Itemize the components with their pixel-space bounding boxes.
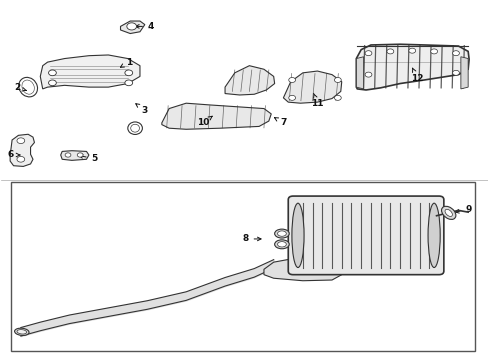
Text: 5: 5	[79, 154, 98, 163]
Circle shape	[77, 153, 83, 157]
Circle shape	[365, 72, 371, 77]
Circle shape	[386, 49, 393, 54]
Circle shape	[65, 153, 71, 157]
Text: 9: 9	[454, 205, 471, 214]
Text: 10: 10	[197, 116, 212, 127]
Circle shape	[48, 80, 56, 86]
Polygon shape	[61, 151, 89, 160]
Circle shape	[48, 70, 56, 76]
Circle shape	[430, 49, 437, 54]
Circle shape	[124, 70, 132, 76]
Circle shape	[452, 70, 458, 75]
Polygon shape	[283, 71, 341, 103]
Text: 7: 7	[274, 118, 286, 127]
Circle shape	[365, 51, 371, 56]
Ellipse shape	[19, 77, 38, 97]
Ellipse shape	[441, 206, 455, 220]
Polygon shape	[162, 103, 271, 129]
Polygon shape	[10, 134, 34, 166]
Ellipse shape	[127, 122, 142, 134]
FancyBboxPatch shape	[11, 182, 474, 351]
Circle shape	[452, 51, 458, 56]
Polygon shape	[460, 57, 467, 89]
Ellipse shape	[277, 242, 286, 247]
Ellipse shape	[274, 240, 288, 249]
Circle shape	[408, 48, 415, 53]
Text: 2: 2	[14, 83, 26, 92]
Polygon shape	[356, 44, 468, 90]
FancyBboxPatch shape	[287, 196, 443, 275]
Polygon shape	[356, 57, 363, 89]
Ellipse shape	[130, 124, 139, 132]
Text: 4: 4	[135, 22, 154, 31]
Text: 11: 11	[310, 93, 323, 108]
Ellipse shape	[277, 231, 286, 236]
Text: 12: 12	[410, 68, 423, 83]
Polygon shape	[224, 66, 274, 95]
Ellipse shape	[15, 328, 29, 336]
Polygon shape	[120, 21, 144, 33]
Circle shape	[334, 95, 341, 100]
Text: 8: 8	[242, 234, 261, 243]
Polygon shape	[264, 257, 341, 281]
Circle shape	[17, 157, 25, 162]
Ellipse shape	[274, 229, 288, 238]
Circle shape	[334, 77, 341, 82]
Text: 3: 3	[136, 104, 148, 115]
Circle shape	[288, 95, 295, 100]
Circle shape	[126, 23, 136, 30]
Ellipse shape	[17, 330, 26, 334]
Text: 6: 6	[8, 150, 20, 159]
Circle shape	[288, 77, 295, 82]
Text: 1: 1	[120, 58, 132, 67]
Circle shape	[124, 80, 132, 86]
Ellipse shape	[22, 80, 34, 94]
Ellipse shape	[444, 209, 451, 216]
Ellipse shape	[427, 203, 439, 267]
Ellipse shape	[291, 203, 304, 267]
Polygon shape	[40, 55, 140, 89]
Circle shape	[17, 138, 25, 144]
